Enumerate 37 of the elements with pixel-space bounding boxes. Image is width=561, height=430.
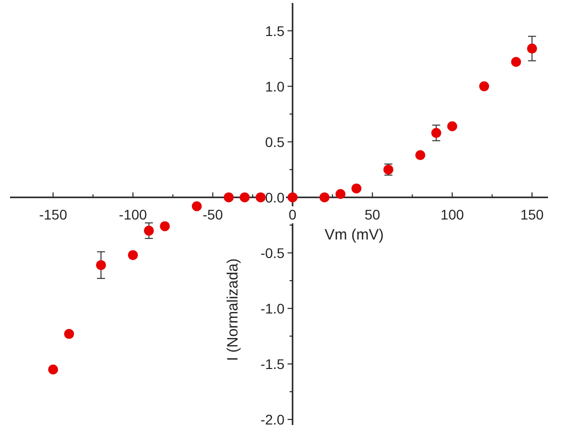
y-tick-label: 1.5 [265, 22, 285, 39]
x-tick-label: -150 [39, 206, 68, 222]
point [527, 44, 538, 54]
point [351, 183, 362, 194]
x-tick-label: -50 [202, 206, 224, 222]
point [335, 189, 346, 200]
y-tick-label: -2.0 [260, 411, 285, 428]
point [192, 201, 202, 212]
point [511, 56, 522, 67]
y-axis-title: I (Normalizada) [224, 258, 242, 361]
x-tick-label: 100 [440, 206, 464, 222]
y-tick-label: 1.0 [265, 78, 285, 94]
y-tick-label: -1.5 [260, 356, 285, 372]
point [64, 328, 74, 339]
point [447, 121, 458, 132]
point [431, 128, 442, 138]
point [256, 192, 266, 202]
point [288, 192, 298, 202]
x-tick-label: -100 [118, 206, 148, 222]
point [415, 150, 426, 160]
y-tick-label: -1.0 [260, 300, 285, 316]
x-tick-label: 150 [520, 206, 544, 222]
y-tick-label: -0.5 [260, 244, 285, 261]
point [160, 221, 170, 232]
y-tick-label: 0.0 [265, 189, 285, 206]
point [240, 192, 250, 202]
x-axis-title: Vm (mV) [324, 226, 384, 244]
x-tick-label: 0 [288, 206, 297, 222]
y-tick-label: 0.5 [265, 134, 285, 150]
point [479, 81, 490, 92]
point [96, 260, 106, 270]
point [320, 192, 330, 202]
point [48, 364, 58, 374]
x-tick-label: 50 [364, 206, 380, 222]
point [144, 226, 154, 236]
point [224, 192, 234, 202]
point [128, 250, 138, 260]
